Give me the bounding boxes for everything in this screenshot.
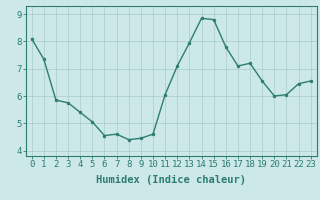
X-axis label: Humidex (Indice chaleur): Humidex (Indice chaleur) [96,175,246,185]
